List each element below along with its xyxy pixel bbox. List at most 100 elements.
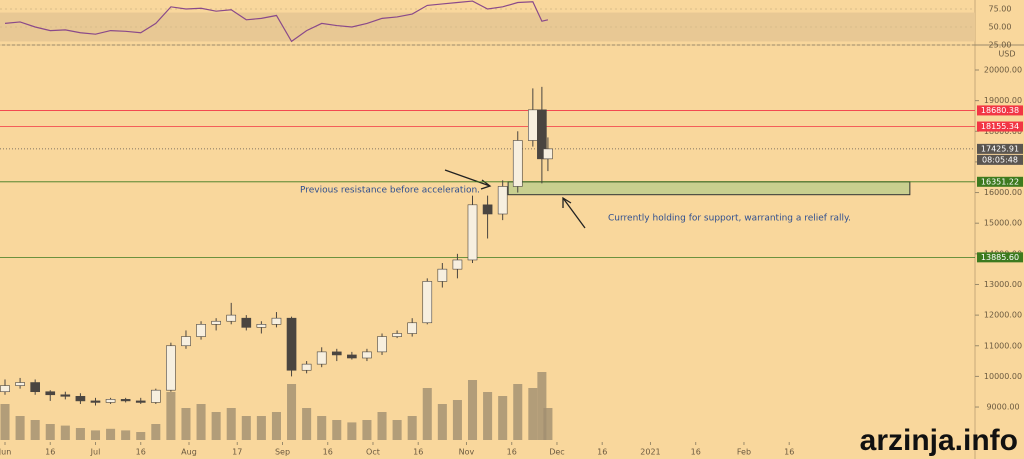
watermark: arzinja.info (860, 424, 1018, 457)
x-tick-label: Jun (0, 448, 11, 457)
candle-body (482, 204, 493, 215)
level-label-box (977, 252, 1023, 263)
candle-body (75, 396, 86, 402)
countdown: 08:05:48 (982, 155, 1018, 164)
candle-body (362, 351, 372, 359)
volume-bar (90, 430, 101, 440)
volume-bar (106, 428, 116, 440)
volume-bar (166, 392, 176, 440)
volume-bar (256, 416, 266, 440)
x-tick-label: 2021 (640, 448, 660, 457)
y-tick-label: 16000.00 (984, 188, 1022, 197)
volume-bar (528, 388, 538, 440)
volume-bar (60, 425, 70, 440)
y-tick-label: 11000.00 (984, 341, 1022, 350)
candle-body (166, 345, 176, 391)
rsi-tick-label: 50.00 (989, 23, 1012, 32)
x-tick-label: Dec (549, 448, 564, 457)
candle-body (407, 322, 418, 334)
y-tick-label: 9000.00 (986, 403, 1019, 412)
candle-body (452, 259, 463, 270)
volume-bar (422, 388, 432, 440)
rsi-line (4, 0, 549, 43)
candle-body (241, 317, 252, 328)
volume-bar (271, 412, 281, 440)
x-tick-label: Oct (366, 448, 380, 457)
volume-bar (483, 392, 493, 440)
volume-bar (15, 416, 25, 440)
candle-body (256, 324, 267, 328)
countdown-box (977, 154, 1023, 165)
volume-bar (498, 396, 508, 440)
volume-bar (151, 424, 161, 440)
volume-bar (196, 404, 206, 440)
annotation: Currently holding for support, warrantin… (608, 214, 851, 224)
y-tick-label: 13000.00 (984, 280, 1022, 289)
candle-body (528, 109, 538, 141)
x-tick-label: 16 (136, 448, 146, 457)
candle-body (135, 400, 146, 403)
volume-bar (75, 428, 85, 440)
candle-body (286, 317, 297, 371)
volume-bar (467, 380, 478, 440)
volume-bar (537, 372, 547, 440)
volume-bar (30, 420, 40, 440)
level-label: 18155.34 (981, 122, 1019, 131)
volume-bar (392, 420, 402, 440)
candle-body (0, 385, 10, 393)
volume-bar (241, 416, 251, 440)
level-label-box (977, 176, 1023, 187)
rsi-tick-label: 25.00 (989, 41, 1012, 50)
volume-bar (136, 432, 146, 440)
candle-body (211, 320, 221, 325)
candle-body (271, 317, 282, 325)
candle-body (226, 314, 237, 322)
volume-bar (226, 408, 236, 440)
candle-body (331, 351, 342, 356)
x-tick-label: 16 (507, 448, 517, 457)
volume-bar (513, 384, 523, 440)
candle-body (60, 394, 71, 397)
x-tick-label: Nov (459, 448, 475, 457)
x-tick-label: 16 (784, 448, 794, 457)
candle-body (377, 336, 387, 353)
candle-body (45, 391, 56, 396)
x-tick-label: Jul (90, 448, 101, 457)
candle-body (196, 324, 206, 337)
rsi-tick-label: 75.00 (989, 5, 1012, 14)
y-tick-label: 10000.00 (984, 372, 1022, 381)
level-label: 13885.60 (981, 253, 1019, 262)
candle-body (543, 148, 553, 160)
y-tick-label: 15000.00 (984, 219, 1022, 228)
y-tick-label: 19000.00 (984, 96, 1022, 105)
candle-body (347, 354, 357, 359)
support-zone (507, 181, 911, 196)
volume-bar (437, 404, 447, 440)
volume-bar (332, 420, 342, 440)
volume-bar (121, 430, 131, 440)
candle-body (422, 281, 433, 324)
y-tick-label: 20000.00 (984, 65, 1022, 74)
volume-bar (181, 408, 191, 440)
candle-body (497, 186, 508, 215)
candle-body (150, 389, 161, 403)
volume-bar (452, 400, 462, 440)
volume-bar (377, 412, 387, 440)
candle-body (181, 336, 191, 347)
volume-bar (302, 408, 312, 440)
candle-body (537, 109, 547, 160)
candle-body (467, 204, 478, 261)
x-tick-label: Aug (181, 448, 197, 457)
y-tick-label: 12000.00 (984, 311, 1022, 320)
x-tick-label: 16 (323, 448, 333, 457)
volume-bar (362, 420, 372, 440)
candle-body (316, 351, 327, 365)
level-label-box (977, 105, 1023, 116)
rsi-band (0, 12, 975, 42)
volume-bar (287, 384, 297, 440)
candle-body (105, 399, 116, 403)
volume-bar (407, 416, 417, 440)
x-tick-label: 16 (413, 448, 423, 457)
arrow (562, 196, 586, 229)
